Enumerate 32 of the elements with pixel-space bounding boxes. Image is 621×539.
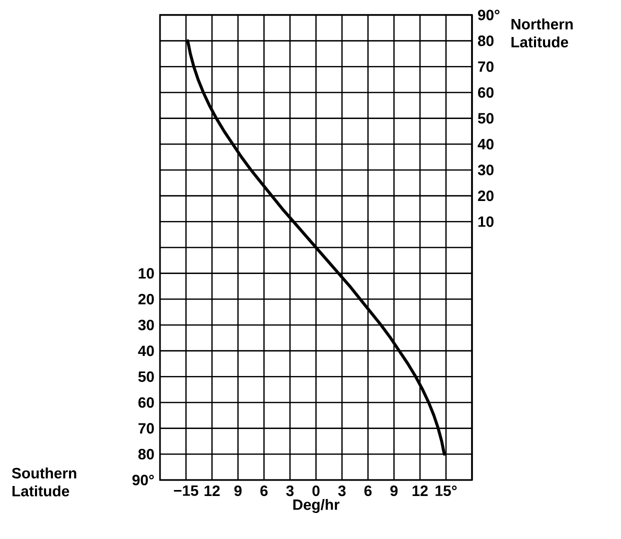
y-tick-label: 70	[138, 423, 154, 434]
y-tick-label: 40	[138, 346, 154, 356]
x-tick-label: 0	[312, 486, 320, 496]
x-tick-label: 6	[364, 486, 372, 496]
y2-tick-label: 40	[478, 138, 494, 150]
y-tick-label: 50	[138, 371, 154, 382]
y2-tick-label: 90°	[478, 10, 500, 20]
y2-tick-label: 30	[478, 164, 494, 176]
x-tick-label: 3	[338, 486, 346, 496]
text: Northern Latitude	[512, 18, 573, 48]
x-tick-label: 12	[204, 486, 220, 496]
x-tick-label: 9	[234, 486, 242, 496]
y-tick-label: 80	[138, 448, 154, 460]
y2-tick-label: 50	[478, 113, 494, 124]
y2-tick-label: 60	[478, 87, 494, 98]
y2-tick-label: 80	[478, 36, 494, 46]
y2-tick-label: 20	[478, 190, 494, 202]
x-tick-label: 9	[390, 486, 398, 496]
y2-tick-label: 70	[478, 61, 494, 72]
y-tick-label: 90°	[132, 474, 154, 486]
y-tick-label: 60	[138, 397, 154, 408]
text: Southern Latitude	[12, 468, 76, 496]
x-tick-label: 6	[260, 486, 268, 496]
y-tick-label: 20	[138, 294, 154, 304]
x-tick-label: −15	[174, 486, 198, 496]
x-axis-title: Deg/hr	[293, 498, 340, 513]
y-tick-label: 30	[138, 320, 154, 330]
x-tick-label: 3	[286, 486, 294, 496]
y2-tick-label: 10	[478, 216, 494, 227]
y-tick-label: 10	[138, 268, 154, 279]
x-tick-label: 12	[412, 486, 428, 496]
x-tick-label: 15°	[436, 486, 457, 496]
